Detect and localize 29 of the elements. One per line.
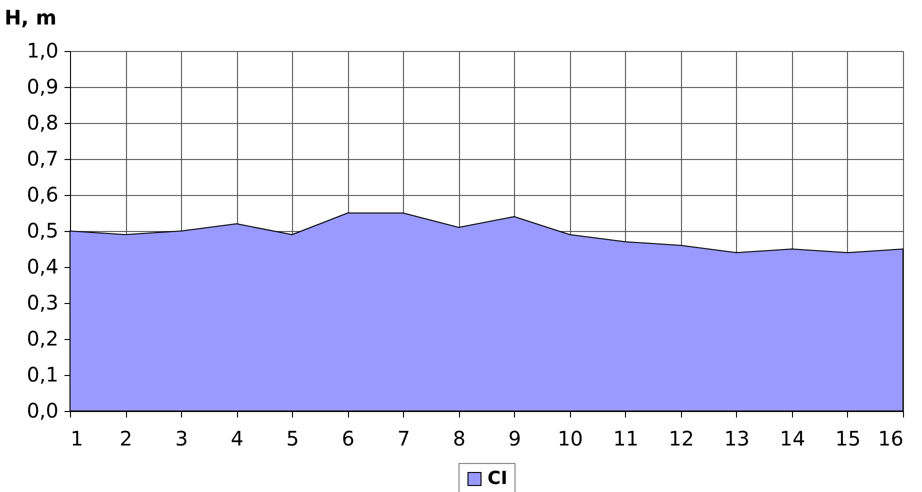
x-tick-label: 11 (613, 426, 639, 450)
y-tick-label: 0,9 (26, 74, 58, 98)
y-tick-label: 0,1 (26, 362, 58, 386)
y-tick-label: 0,8 (26, 110, 58, 134)
y-tick-label: 0,4 (26, 254, 58, 278)
x-tick-label: 6 (342, 426, 355, 450)
x-tick-label: 2 (120, 426, 132, 450)
y-tick-label: 0,7 (26, 146, 58, 170)
x-tick-label: 5 (286, 426, 299, 450)
x-tick-label: 10 (558, 426, 584, 450)
x-tick-label: 14 (780, 426, 806, 450)
y-axis-title: H, m (4, 6, 57, 30)
y-tick-label: 0,6 (26, 182, 58, 206)
y-tick-label: 1,0 (26, 38, 58, 62)
x-tick-label: 8 (452, 426, 466, 450)
y-tick-label: 0,3 (26, 290, 58, 314)
x-tick-label: 4 (230, 426, 244, 450)
x-tick-label: 7 (397, 426, 410, 450)
y-tick-label: 0,2 (26, 326, 58, 350)
x-tick-label: 13 (724, 426, 750, 450)
x-tick-label: 3 (175, 426, 188, 450)
legend-label: CI (488, 468, 508, 489)
y-tick-label: 0,0 (26, 398, 58, 422)
x-tick-label: 9 (508, 426, 522, 450)
x-tick-label: 1 (70, 426, 84, 450)
x-tick-label: 12 (668, 426, 694, 450)
y-tick-label: 0,5 (26, 218, 58, 242)
x-tick-label: 16 (878, 426, 904, 450)
x-tick-label: 15 (835, 426, 861, 450)
